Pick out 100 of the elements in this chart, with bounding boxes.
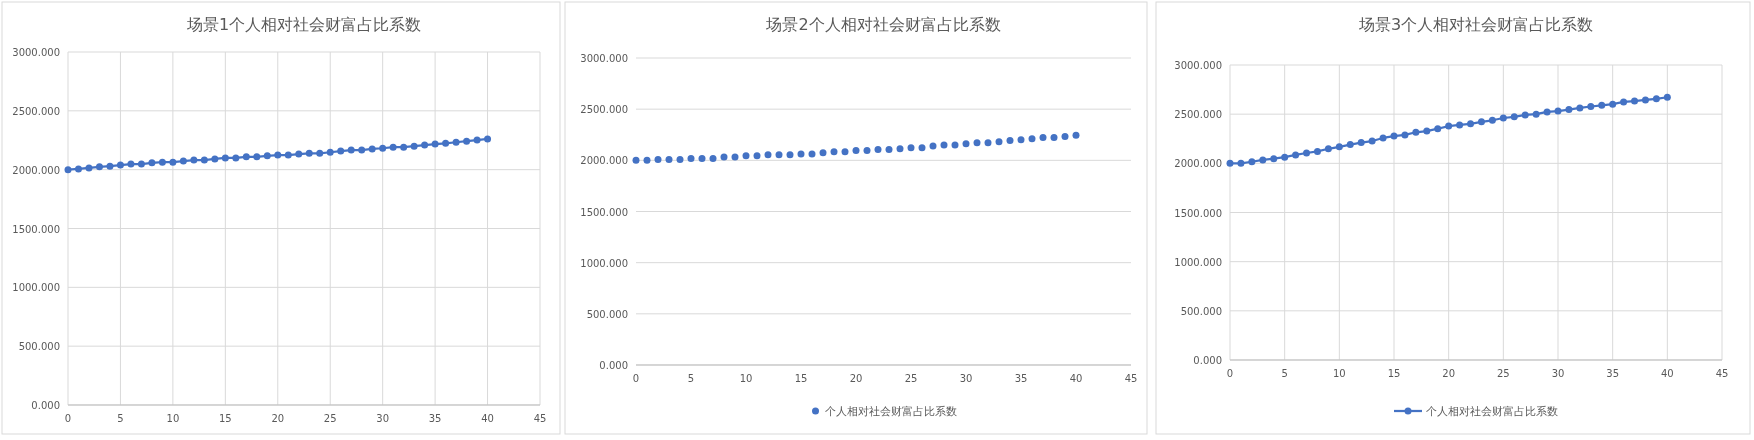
point (400, 143, 408, 151)
point (775, 151, 783, 159)
y-tick-label: 500.000 (18, 341, 60, 353)
point (764, 151, 772, 159)
point (984, 139, 992, 147)
point (1357, 139, 1365, 147)
point (221, 154, 229, 162)
point (284, 151, 292, 159)
point (106, 162, 114, 170)
point (1028, 135, 1036, 143)
x-tick-label: 45 (1124, 373, 1138, 384)
point (316, 149, 324, 157)
point (484, 135, 492, 143)
point (1072, 131, 1080, 139)
point (1543, 108, 1551, 116)
point (1248, 158, 1256, 166)
point (819, 149, 827, 157)
x-tick-label: 25 (904, 373, 918, 384)
point (698, 154, 706, 162)
point (808, 150, 816, 158)
point (1631, 97, 1639, 105)
point (169, 158, 177, 166)
point (1423, 127, 1431, 135)
point (852, 147, 860, 155)
x-tick-label: 10 (739, 373, 753, 384)
point (918, 144, 926, 152)
x-tick-label: 30 (376, 413, 390, 424)
point (190, 156, 198, 164)
point (64, 166, 72, 174)
point (85, 164, 93, 172)
x-tick-label: 10 (1332, 368, 1346, 379)
point (347, 146, 355, 154)
point (263, 152, 271, 160)
point (410, 142, 418, 150)
point (885, 145, 893, 153)
x-tick-label: 0 (1226, 368, 1234, 379)
point (232, 154, 240, 162)
point (753, 152, 761, 160)
point (676, 156, 684, 164)
point (1226, 159, 1234, 167)
point (379, 144, 387, 152)
x-tick-label: 10 (166, 413, 180, 424)
x-tick-label: 45 (533, 413, 547, 424)
point (1346, 141, 1354, 149)
point (643, 156, 651, 164)
point (295, 150, 303, 158)
point (116, 161, 124, 169)
point (421, 141, 429, 149)
legend-label: 个人相对社会财富占比系数 (1426, 405, 1558, 418)
point (1445, 122, 1453, 130)
point (709, 154, 717, 162)
point (337, 147, 345, 155)
point (1324, 145, 1332, 153)
point (179, 157, 187, 165)
y-tick-label: 0.000 (599, 360, 628, 371)
point (786, 151, 794, 159)
point (1652, 95, 1660, 103)
point (389, 143, 397, 151)
x-tick-label: 15 (1387, 368, 1401, 379)
x-tick-label: 0 (64, 413, 72, 424)
point (127, 160, 135, 168)
point (1576, 104, 1584, 112)
point (1641, 96, 1649, 104)
x-tick-label: 15 (218, 413, 232, 424)
point (1061, 132, 1069, 140)
x-tick-label: 0 (632, 373, 640, 384)
point (1620, 98, 1628, 106)
point (274, 151, 282, 159)
point (95, 163, 103, 171)
point (253, 153, 261, 161)
x-tick-label: 30 (1551, 368, 1565, 379)
y-tick-label: 2500.000 (1174, 109, 1222, 121)
point (211, 155, 219, 163)
point (1335, 143, 1343, 151)
y-tick-label: 2000.000 (1174, 158, 1222, 170)
point (1532, 110, 1540, 118)
y-tick-label: 500.000 (1180, 305, 1222, 317)
point (742, 152, 750, 160)
point (1303, 149, 1311, 157)
point (137, 160, 145, 168)
y-tick-label: 1500.000 (12, 223, 60, 235)
point (731, 153, 739, 161)
x-tick-label: 5 (687, 373, 695, 384)
y-tick-label: 3000.000 (1174, 60, 1222, 71)
x-tick-label: 40 (1660, 368, 1674, 379)
point (358, 146, 366, 154)
point (1554, 107, 1562, 115)
point (442, 139, 450, 147)
point (973, 139, 981, 147)
point (1292, 151, 1300, 159)
y-tick-label: 1000.000 (12, 282, 60, 294)
chart-title: 场景2个人相对社会财富占比系数 (765, 15, 1001, 34)
point (1456, 121, 1464, 129)
point (951, 141, 959, 149)
point (962, 140, 970, 148)
point (1401, 131, 1409, 139)
point (1017, 136, 1025, 144)
point (1488, 116, 1496, 124)
x-tick-label: 40 (481, 413, 494, 424)
point (907, 144, 915, 152)
